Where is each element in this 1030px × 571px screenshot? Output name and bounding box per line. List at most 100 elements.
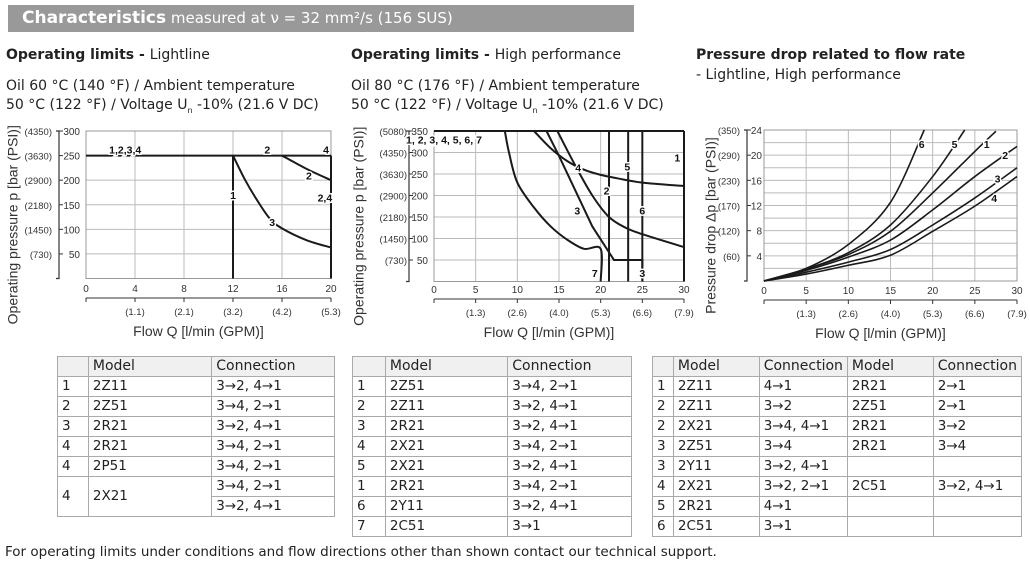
table-row: 3 2Y11 3→2, 4→1 [652,456,1023,477]
x-tick-label: 30 [1011,286,1023,297]
y-tick-label-psi: (3630) [380,170,407,181]
y-tick-label-psi: (170) [718,202,740,213]
cell-connection: 3→2, 4→1 [211,376,335,397]
column-header [352,356,386,377]
y-tick-label: 350 [411,127,428,138]
condition-line: 50 °C (122 °F) / Voltage Un -10% (21.6 V… [6,96,319,120]
x-tick-label: 30 [678,285,690,296]
cell-model: 2X21 [672,416,760,437]
cell-connection: 3→2 [932,416,1023,437]
cell-connection [932,456,1023,477]
y-tick-label-psi: (350) [718,126,740,137]
series-label: 2 [264,145,270,157]
column-header: Connection [211,356,335,377]
plot-frame [763,129,1018,282]
x-tick-label: 5 [803,286,809,297]
table-row: 6 2C51 3→1 [652,516,1023,537]
cell-connection: 3→2, 4→1 [211,416,335,437]
section-title-rest: Lightline [149,47,210,63]
cell-connection: 3→4, 2→1 [507,476,632,497]
table-row: 1 2Z11 3→2, 4→1 [57,376,335,397]
y-tick-label: 24 [751,126,763,137]
subscript: n [187,105,193,115]
cell-number: 4 [57,456,89,477]
cell-number: 1 [352,476,386,497]
x-tick-label: 0 [431,285,437,296]
series-line-2 [281,154,332,182]
column-header: Model [384,356,509,377]
x-tick-label-gpm: (4.0) [881,309,901,320]
x-tick-label: 20 [325,284,337,295]
column-header: Model [672,356,760,377]
condition-text: -10% (21.6 V DC) [537,97,664,113]
y-tick-label-psi: (120) [718,227,740,238]
x-tick-label-gpm: (7.9) [1007,309,1027,320]
y-axis-bracket [56,130,60,280]
table-row: 1 2Z51 3→4, 2→1 [352,376,632,397]
section-title-rest: High performance [494,47,621,63]
y-tick-label-psi: (1450) [380,235,407,246]
section-title-high-performance: Operating limits - High performance [351,47,621,63]
table-row: 7 2C51 3→1 [352,516,632,537]
x-tick-label-gpm: (1.3) [796,309,816,320]
header-subtitle: measured at ν = 32 mm²/s (156 SUS) [166,9,453,27]
x-tick-label: 4 [132,284,138,295]
x-tick-label-gpm: (4.0) [549,308,569,319]
series-line-1 [763,130,997,282]
y-tick-label: 300 [411,149,428,160]
series-label: 4 [323,145,329,157]
cell-model [846,456,934,477]
cell-model: 2Z51 [384,376,509,397]
cell-connection: 2→1 [932,396,1023,417]
cell-model: 2Y11 [384,496,509,517]
cell-connection: 3→2, 4→1 [211,496,335,517]
section-title-bold: Pressure drop related to flow rate [696,47,966,63]
cell-number: 1 [57,376,89,397]
table-header-row: Model Connection [352,356,632,377]
series-label: 1 [230,190,236,202]
y-tick-label-psi: (2180) [380,213,407,224]
table-row: 4 2X21 3→4, 2→1 [352,436,632,457]
x-tick-label: 0 [761,286,767,297]
cell-number: 1 [652,376,674,397]
cell-connection: 4→1 [758,376,848,397]
condition-line: 50 °C (122 °F) / Voltage Un -10% (21.6 V… [351,96,664,120]
y-tick-label-psi: (1450) [25,225,52,236]
cell-connection: 3→2 [758,396,848,417]
x-tick-label: 8 [181,284,187,295]
column-header: Model [87,356,213,377]
x-tick-label: 25 [637,285,649,296]
cell-model: 2X21 [384,436,509,457]
cell-connection: 3→4, 2→1 [211,476,335,497]
cell-connection: 3→4, 2→1 [507,376,632,397]
cell-number: 2 [652,416,674,437]
cell-number: 4 [57,476,89,517]
header-title: Characteristics [22,8,167,28]
section-title-bold: Operating limits - [6,47,150,63]
x-axis-title: Flow Q [l/min (GPM)] [133,323,264,339]
table-row: 3 2R21 3→2, 4→1 [57,416,335,437]
y-axis-title: Operating pressure p [bar (PSI)] [5,125,21,324]
series-label: 3 [995,173,1001,185]
cell-connection: 3→2, 4→1 [932,476,1023,497]
series-label: 2,4 [318,192,333,204]
y-tick-label: 150 [63,201,80,212]
cell-model: 2R21 [384,416,509,437]
table-row: 2 2X21 3→4, 4→1 2R21 3→2 [652,416,1023,437]
series-label: 4 [991,193,997,205]
cell-model: 2X21 [384,456,509,477]
cell-number: 6 [352,496,386,517]
table-row: 6 2Y11 3→2, 4→1 [352,496,632,517]
series-line-7 [503,130,603,282]
chart-0: 50(730)100(1450)150(2180)200(2900)250(36… [5,125,341,339]
cell-number: 2 [57,396,89,417]
table-row: 4 2R21 3→4, 2→1 [57,436,335,457]
x-tick-label-gpm: (7.9) [674,308,694,319]
chart-2: 4(60)8(120)12(170)16(230)20(290)24(350)0… [703,126,1027,341]
condition-line: Oil 80 °C (176 °F) / Ambient temperature [351,78,640,94]
y-tick-label-psi: (4350) [25,127,52,138]
x-tick-label: 16 [276,284,288,295]
table-row: 3→2, 4→1 [58,496,335,517]
y-tick-label: 50 [417,256,429,267]
cell-model: 2Z51 [672,436,760,457]
